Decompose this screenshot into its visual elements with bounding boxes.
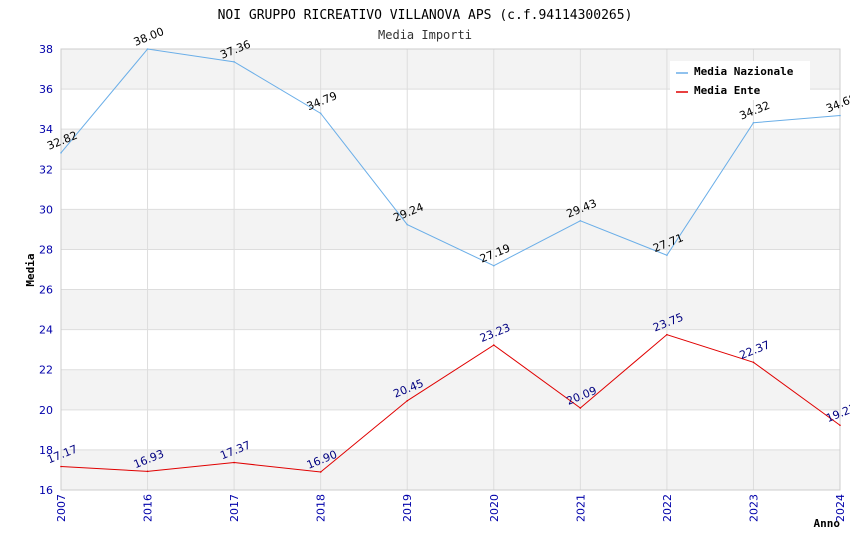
legend: Media Nazionale Media Ente — [670, 61, 810, 100]
data-point — [60, 465, 62, 468]
data-label: 22.37 — [738, 338, 772, 362]
grid-band — [61, 289, 840, 330]
data-point — [406, 399, 409, 402]
x-tick-label: 2023 — [747, 494, 760, 522]
series-line-0 — [60, 48, 841, 267]
data-label: 38.00 — [132, 25, 166, 49]
data-point — [233, 61, 235, 63]
grid-band — [61, 209, 840, 250]
y-axis-ticks: 16 18 20 22 24 26 28 30 32 34 36 38 — [39, 43, 53, 497]
grid-band — [61, 129, 840, 170]
data-point — [146, 48, 149, 50]
x-tick-label: 2021 — [574, 494, 587, 522]
y-tick-label: 24 — [39, 324, 53, 337]
y-axis-label: Media — [24, 253, 37, 286]
grid-bands — [61, 49, 840, 490]
data-point — [319, 471, 322, 473]
data-point — [492, 264, 495, 267]
x-tick-label: 2019 — [401, 494, 414, 522]
data-point — [666, 254, 668, 257]
x-tick-label: 2016 — [142, 494, 155, 522]
y-tick-label: 22 — [39, 364, 53, 377]
grid-lines — [60, 48, 841, 491]
legend-box — [670, 61, 810, 100]
data-point — [406, 223, 409, 226]
data-label: 34.68 — [824, 91, 850, 115]
data-label: 34.79 — [305, 89, 339, 113]
chart-subtitle: Media Importi — [378, 28, 472, 42]
x-axis-ticks: 2007 2016 2017 2018 2019 2020 2021 2022 2023 2024 — [55, 494, 847, 522]
data-point — [666, 333, 668, 336]
y-tick-label: 18 — [39, 444, 53, 457]
data-point — [146, 470, 149, 473]
x-tick-label: 2022 — [661, 494, 674, 522]
data-point — [233, 461, 235, 464]
grid-band — [61, 449, 840, 490]
grid-band — [61, 369, 840, 410]
data-point — [839, 114, 841, 117]
x-tick-label: 2017 — [228, 494, 241, 522]
data-point — [492, 344, 495, 346]
legend-label-media-ente: Media Ente — [694, 84, 761, 97]
y-tick-label: 16 — [39, 484, 53, 497]
x-axis-label: Anno — [814, 517, 841, 530]
y-tick-label: 32 — [39, 163, 53, 176]
data-point — [752, 121, 755, 124]
data-point — [752, 361, 755, 364]
data-point — [319, 112, 322, 115]
chart-title: NOI GRUPPO RICREATIVO VILLANOVA APS (c.f… — [218, 8, 633, 23]
y-tick-label: 38 — [39, 43, 53, 56]
y-tick-label: 20 — [39, 404, 53, 417]
legend-label-media-nazionale: Media Nazionale — [694, 65, 794, 78]
data-point — [579, 407, 582, 409]
data-point — [60, 152, 62, 154]
y-tick-label: 36 — [39, 83, 53, 96]
y-tick-label: 26 — [39, 284, 53, 297]
series-line-1 — [60, 334, 841, 473]
x-tick-label: 2020 — [488, 494, 501, 522]
y-tick-label: 34 — [39, 123, 53, 136]
data-point — [839, 424, 841, 427]
plot-area-border — [60, 48, 841, 491]
data-point — [579, 219, 582, 222]
x-tick-label: 2024 — [834, 494, 847, 522]
x-tick-label: 2007 — [55, 494, 68, 522]
data-label: 34.32 — [738, 99, 772, 123]
x-tick-label: 2018 — [315, 494, 328, 522]
y-tick-label: 28 — [39, 243, 53, 256]
y-tick-label: 30 — [39, 203, 53, 216]
